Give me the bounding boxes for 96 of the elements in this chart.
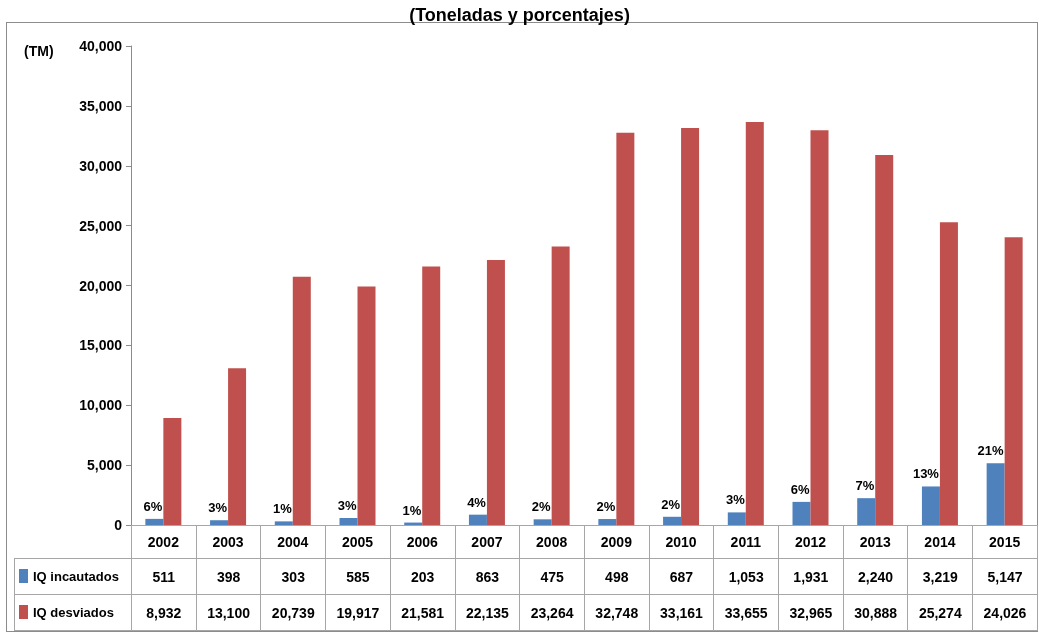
data-label: 30,888 (843, 594, 908, 631)
bar (745, 121, 764, 525)
annotation: 21% (977, 443, 1005, 459)
x-tick-label: 2003 (212, 534, 244, 550)
data-label: 863 (455, 558, 520, 595)
bar (857, 498, 876, 525)
x-tick-label: 2009 (600, 534, 633, 550)
annotation: 3% (337, 497, 357, 513)
bar (357, 286, 376, 525)
bar (598, 519, 617, 525)
data-label: 24,026 (972, 594, 1038, 631)
data-label: 687 (649, 558, 714, 595)
data-label: 13,100 (196, 594, 261, 631)
data-label: 398 (196, 558, 261, 595)
x-tick-label: 2007 (471, 534, 503, 550)
annotation: 7% (855, 478, 875, 494)
y-tick-label: 15,000 (79, 337, 123, 354)
y-tick-label: 30,000 (79, 157, 123, 174)
y-axis-title: (TM) (24, 43, 54, 59)
bar (551, 246, 570, 525)
x-tick-label: 2002 (147, 534, 180, 550)
bar (292, 276, 311, 525)
bar (875, 155, 894, 525)
data-label: 23,264 (519, 594, 585, 631)
bar (727, 512, 746, 525)
annotation: 6% (143, 498, 163, 514)
data-label: 32,965 (778, 594, 844, 631)
bar (810, 130, 829, 525)
data-label: 33,161 (649, 594, 714, 631)
y-tick-label: 25,000 (79, 217, 123, 234)
annotation: 2% (531, 499, 552, 515)
data-label: 32,748 (584, 594, 650, 631)
data-label: 33,655 (713, 594, 779, 631)
data-label: 511 (131, 558, 197, 595)
bar (145, 518, 164, 525)
legend-label: IQ desviados (33, 604, 114, 620)
data-label: 25,274 (907, 594, 973, 631)
y-tick-label: 10,000 (79, 397, 123, 414)
bar (681, 127, 700, 525)
data-label: 498 (584, 558, 650, 595)
data-label: 20,739 (260, 594, 326, 631)
bar (210, 520, 229, 525)
bar (1004, 237, 1023, 525)
annotation: 1% (272, 501, 293, 517)
bar (986, 463, 1005, 525)
x-tick-label: 2015 (989, 534, 1021, 550)
y-tick-label: 5,000 (86, 457, 123, 474)
annotation: 13% (912, 466, 940, 482)
data-label: 203 (390, 558, 456, 595)
x-tick-label: 2013 (859, 534, 891, 550)
chart-title: (Toneladas y porcentajes) (409, 5, 630, 25)
x-tick-label: 2011 (730, 534, 762, 550)
legend-label: IQ incautados (33, 568, 119, 584)
data-label: 21,581 (390, 594, 456, 631)
data-label: 585 (325, 558, 391, 595)
x-tick-label: 2004 (277, 534, 309, 550)
data-label: 19,917 (325, 594, 391, 631)
y-tick-label: 20,000 (79, 277, 123, 294)
data-label: 3,219 (907, 558, 973, 595)
data-label: 5,147 (972, 558, 1038, 595)
bar (792, 501, 811, 525)
annotation: 6% (790, 481, 810, 497)
data-label: 1,931 (778, 558, 844, 595)
data-label: 475 (519, 558, 585, 595)
bar (616, 132, 635, 525)
data-label: 303 (260, 558, 326, 595)
x-tick-label: 2012 (794, 534, 827, 550)
bar (339, 517, 358, 525)
data-label: 8,932 (131, 594, 197, 631)
data-label: 2,240 (843, 558, 908, 595)
bar (533, 519, 552, 525)
annotation: 1% (402, 502, 422, 518)
annotation: 3% (725, 492, 746, 508)
bar (163, 418, 182, 525)
data-label: 22,135 (455, 594, 520, 631)
y-tick-label: 35,000 (79, 97, 123, 114)
bar (486, 259, 505, 525)
data-label: 1,053 (713, 558, 779, 595)
y-tick-label: 0 (114, 517, 123, 533)
x-tick-label: 2014 (924, 534, 956, 550)
annotation: 2% (596, 499, 616, 515)
x-tick-label: 2008 (536, 534, 568, 550)
bar (663, 516, 682, 525)
bar (468, 514, 487, 525)
bar (939, 222, 958, 525)
x-tick-label: 2006 (406, 534, 438, 550)
bar (422, 266, 441, 525)
bar (921, 486, 940, 525)
x-tick-label: 2005 (341, 534, 374, 550)
annotation: 2% (661, 496, 681, 512)
bar (228, 368, 247, 525)
annotation: 3% (208, 500, 228, 516)
bar (274, 521, 293, 525)
x-tick-label: 2010 (665, 534, 697, 550)
annotation: 4% (467, 494, 487, 510)
y-tick-label: 40,000 (79, 38, 123, 54)
